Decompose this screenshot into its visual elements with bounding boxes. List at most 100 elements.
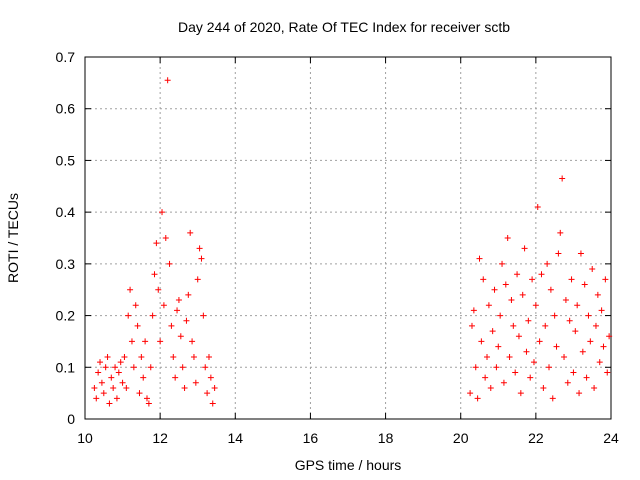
data-point [123,384,130,391]
y-tick-label: 0.1 [56,359,76,375]
x-tick-label: 24 [603,430,619,446]
data-point [546,364,553,371]
data-point [559,175,566,182]
data-point [138,353,145,360]
x-tick-label: 18 [378,430,394,446]
data-point [174,307,181,314]
data-point [499,260,506,267]
data-point [538,271,545,278]
data-point [106,400,113,407]
data-point [544,260,551,267]
data-point [153,240,160,247]
data-point [196,245,203,252]
data-point [102,364,109,371]
data-point [134,322,141,329]
data-point [170,353,177,360]
data-point [530,359,537,366]
data-point [504,235,511,241]
data-point [534,203,541,210]
data-point [579,348,586,355]
data-point [485,302,492,309]
y-axis-title: ROTI / TECUs [5,193,21,283]
grid-lines [85,57,611,419]
y-tick-label: 0.3 [56,256,76,272]
data-point [142,338,149,345]
data-point [587,338,594,345]
data-point [95,369,102,376]
x-tick-label: 22 [528,430,544,446]
data-point [177,333,184,340]
data-points [91,77,613,407]
data-point [166,260,173,267]
data-point [570,369,577,376]
data-point [527,374,534,381]
data-point [162,235,169,241]
data-point [187,229,194,236]
data-point [517,390,524,397]
data-point [487,384,494,391]
data-point [185,291,192,298]
data-point [489,328,496,335]
data-point [561,353,568,360]
data-point [115,369,122,376]
data-point [194,276,201,283]
data-point [172,374,179,381]
data-point [491,286,498,293]
data-point [91,384,98,391]
data-point [532,302,539,309]
data-point [594,291,601,298]
data-point [159,209,166,216]
data-point [502,281,509,288]
data-point [200,312,207,319]
data-point [562,297,569,304]
data-point [572,328,579,335]
y-tick-label: 0.4 [56,204,76,220]
data-point [474,395,481,402]
x-tick-label: 14 [227,430,243,446]
data-point [540,384,547,391]
data-point [549,395,556,402]
data-point [480,276,487,283]
data-point [510,322,517,329]
axis-ticks [84,56,612,420]
y-tick-labels: 0 0.1 0.2 0.3 0.4 0.5 0.6 0.7 [56,49,76,427]
data-point [192,379,199,386]
data-point [468,322,475,329]
data-point [523,348,530,355]
data-point [497,312,504,319]
data-point [117,359,124,366]
data-point [589,266,596,273]
data-point [521,245,528,252]
data-point [204,390,211,397]
data-point [93,395,100,402]
data-point [536,338,543,345]
data-point [108,374,115,381]
data-point [183,317,190,324]
data-point [198,255,205,262]
data-point [508,297,515,304]
data-point [190,353,197,360]
data-point [585,312,592,319]
data-point [149,312,156,319]
data-point [568,276,575,283]
data-point [205,353,212,360]
data-point [470,307,477,314]
data-point [500,379,507,386]
data-point [164,77,171,84]
data-point [602,276,609,283]
x-tick-label: 20 [453,430,469,446]
data-point [547,286,554,293]
data-point [157,338,164,345]
data-point [113,395,120,402]
data-point [121,353,128,360]
data-point [591,384,598,391]
plot-frame [84,56,612,420]
data-point [97,359,104,366]
data-point [514,271,521,278]
y-tick-label: 0 [67,411,75,427]
data-point [128,338,135,345]
data-point [151,271,158,278]
data-point [155,286,162,293]
data-point [143,395,150,402]
